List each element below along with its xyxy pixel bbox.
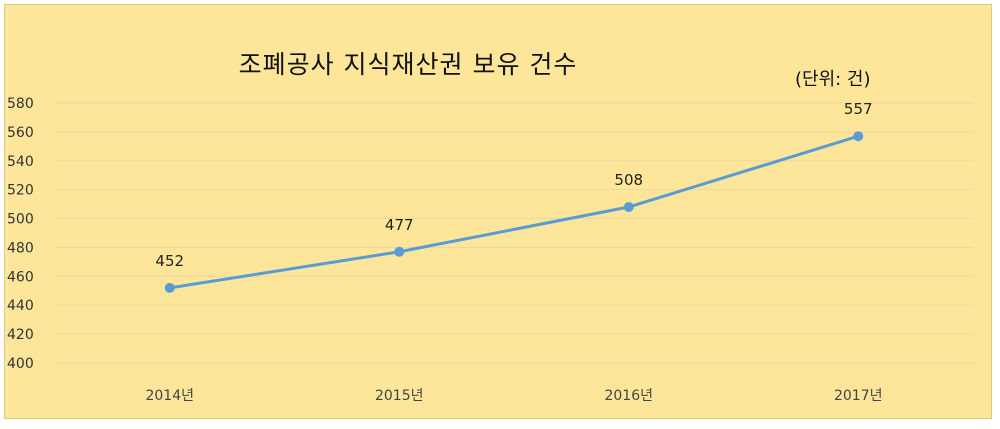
y-tick-label: 500 (7, 212, 34, 228)
x-tick-label: 2017년 (834, 388, 883, 404)
data-label: 557 (844, 100, 873, 118)
plot-area: 400 420 440 460 480 500 520 540 560 580 2014년 2015년… (7, 96, 973, 404)
data-label: 508 (614, 171, 643, 189)
data-point (623, 202, 634, 212)
data-point (394, 246, 405, 257)
y-tick-label: 460 (7, 269, 34, 285)
y-tick-label: 520 (7, 183, 34, 199)
x-tick-label: 2015년 (375, 388, 424, 404)
chart-title: 조폐공사 지식재산권 보유 건수 (238, 50, 578, 79)
x-tick-label: 2014년 (145, 388, 194, 404)
y-tick-label: 580 (7, 96, 34, 112)
series-line (169, 134, 859, 290)
y-tick-label: 400 (7, 356, 34, 372)
data-label: 477 (385, 216, 414, 234)
chart-area: 조폐공사 지식재산권 보유 건수 (단위: 건) 400 420 440 460 480… (4, 4, 992, 419)
y-tick-label: 420 (7, 327, 34, 343)
y-tick-label: 540 (7, 154, 34, 170)
y-tick-label: 560 (7, 125, 34, 141)
data-label: 452 (155, 252, 184, 270)
data-point (853, 131, 864, 142)
x-tick-label: 2016년 (604, 388, 653, 404)
unit-label: (단위: 건) (795, 69, 871, 90)
y-tick-label: 480 (7, 240, 34, 256)
data-point (164, 282, 175, 293)
y-tick-label: 440 (7, 298, 34, 314)
